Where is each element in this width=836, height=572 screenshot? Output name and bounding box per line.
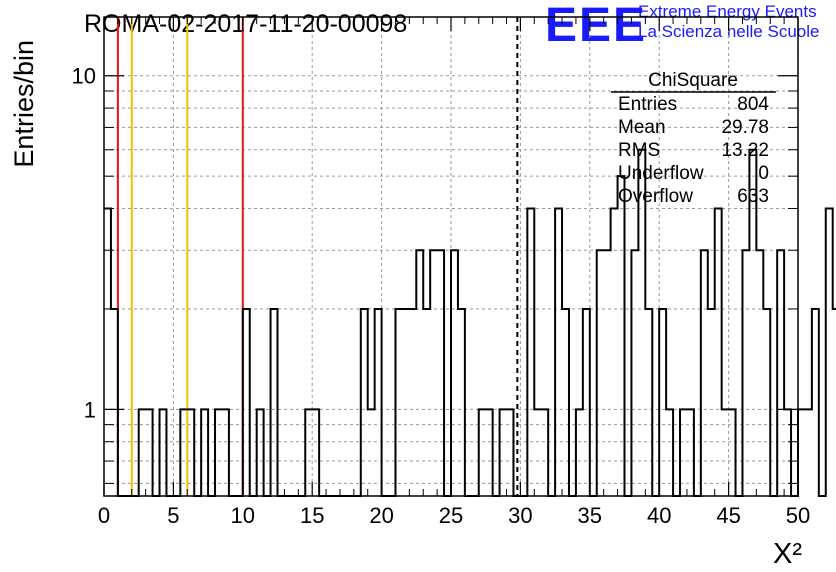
histogram-bin: [534, 409, 541, 496]
stats-value-rms: 13.22: [721, 140, 769, 161]
x-tick-label: 35: [578, 503, 602, 528]
histogram-bin: [812, 309, 819, 496]
histogram-bin: [576, 409, 583, 496]
histogram-bin: [486, 409, 493, 496]
histogram-bin: [409, 309, 416, 496]
histogram-bin: [722, 409, 729, 496]
histogram-bin: [104, 209, 111, 496]
x-tick-label: 20: [369, 503, 393, 528]
histogram-bin: [375, 309, 382, 496]
histogram-bin: [687, 409, 694, 496]
y-axis-label: Entries/bin: [9, 40, 39, 168]
x-tick-label: 40: [647, 503, 671, 528]
histogram-bin: [583, 309, 590, 496]
histogram-bin: [146, 409, 153, 496]
histogram-bin: [215, 409, 222, 496]
histogram-bin: [451, 250, 458, 496]
x-axis-label: X²: [773, 538, 802, 570]
histogram-bin: [243, 309, 250, 496]
histogram-bin: [458, 309, 465, 496]
histogram-bin: [729, 409, 736, 496]
histogram-bin: [645, 309, 652, 496]
histogram-bin: [402, 309, 409, 496]
histogram-bin: [631, 250, 638, 496]
x-tick-label: 30: [508, 503, 532, 528]
histogram-bin: [271, 309, 278, 496]
histogram-bin: [368, 409, 375, 496]
x-tick-label: 10: [231, 503, 255, 528]
y-tick-label: 1: [84, 397, 96, 422]
histogram-bin: [756, 250, 763, 496]
histogram-bin: [555, 209, 562, 496]
x-tick-label: 0: [98, 503, 110, 528]
histogram-bin: [666, 409, 673, 496]
histogram-bin: [187, 409, 194, 496]
stats-label-rms: RMS: [618, 140, 660, 161]
histogram-bin: [257, 409, 264, 496]
histogram-bin: [222, 409, 229, 496]
histogram-bin: [680, 409, 687, 496]
marker-lines: [116, 17, 519, 496]
histogram-bin: [826, 209, 833, 496]
histogram-bins: [104, 148, 836, 497]
histogram-bin: [416, 250, 423, 496]
stats-label-overflow: Overflow: [618, 186, 693, 207]
stats-title: ChiSquare: [648, 70, 738, 91]
histogram-bin: [597, 250, 604, 496]
x-tick-label: 15: [300, 503, 324, 528]
histogram-bin: [312, 409, 319, 496]
histogram-bin: [777, 250, 784, 496]
histogram-bin: [742, 250, 749, 496]
x-tick-label: 5: [167, 503, 179, 528]
histogram-bin: [604, 250, 611, 496]
stats-value-mean: 29.78: [721, 117, 769, 138]
histogram-bin: [611, 209, 618, 496]
histogram-bin: [305, 409, 312, 496]
histogram-bin: [805, 409, 812, 496]
stats-box: ChiSquare Entries 804 Mean 29.78 RMS 13.…: [611, 70, 776, 207]
histogram-bin: [618, 176, 625, 496]
histogram-bin: [479, 409, 486, 496]
histogram-bin: [763, 309, 770, 496]
histogram-bin: [201, 409, 208, 496]
stats-label-underflow: Underflow: [618, 163, 704, 184]
y-tick-label: 10: [72, 64, 96, 89]
stats-label-mean: Mean: [618, 117, 666, 138]
histogram-bin: [541, 409, 548, 496]
histogram-bin: [701, 250, 708, 496]
stats-label-entries: Entries: [618, 94, 677, 115]
histogram-bin: [139, 409, 146, 496]
histogram-bin: [395, 309, 402, 496]
histogram-bin: [180, 409, 187, 496]
histogram-bin: [111, 309, 118, 496]
axes: 0 5 10 15 20 25 30 35 40 45 50 1 10: [72, 16, 810, 528]
histogram-bin: [527, 209, 534, 496]
histogram-bin: [708, 309, 715, 496]
histogram-bin: [798, 409, 805, 496]
x-tick-label: 50: [786, 503, 810, 528]
histogram-bin: [507, 409, 514, 496]
histogram-bin: [562, 309, 569, 496]
histogram-bin: [423, 309, 430, 496]
histogram-bin: [715, 209, 722, 496]
stats-value-overflow: 633: [737, 186, 769, 207]
x-tick-label: 45: [716, 503, 740, 528]
stats-value-entries: 804: [737, 94, 769, 115]
histogram-bin: [500, 409, 507, 496]
stats-value-underflow: 0: [758, 163, 769, 184]
x-tick-label: 25: [439, 503, 463, 528]
grid: [104, 17, 798, 496]
histogram-bin: [160, 409, 167, 496]
histogram-bin: [430, 250, 437, 496]
eee-logo: EEE: [545, 0, 648, 52]
histogram-bin: [659, 309, 666, 496]
histogram-bin: [437, 250, 444, 496]
histogram-bin: [361, 309, 368, 496]
